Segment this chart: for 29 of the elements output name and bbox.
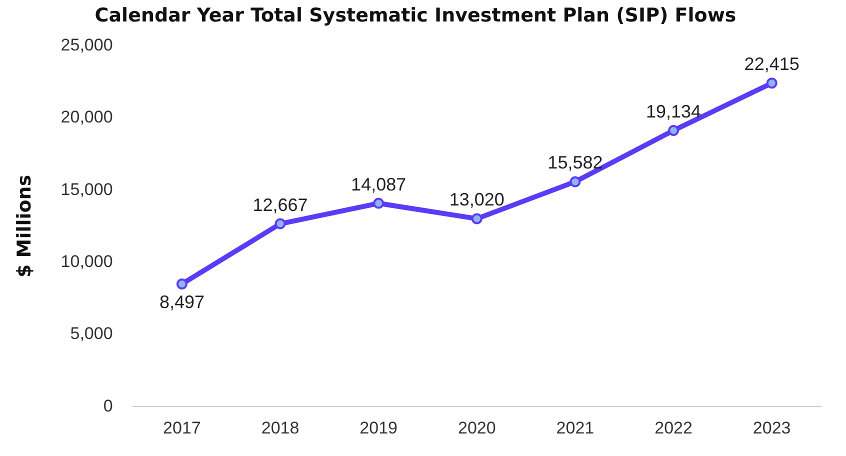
- y-tick-label: 5,000: [70, 324, 113, 344]
- x-tick-label: 2019: [360, 418, 398, 438]
- point: [274, 218, 286, 230]
- data-label: 13,020: [449, 190, 504, 210]
- y-tick-label: 0: [103, 396, 113, 416]
- chart-title: Calendar Year Total Systematic Investment Plan (SIP) Flows: [94, 4, 736, 26]
- y-tick-label: 10,000: [60, 252, 113, 271]
- data-label: 8,497: [159, 292, 204, 312]
- x-tick-label: 2021: [556, 418, 594, 438]
- y-tick-label: 20,000: [60, 108, 113, 127]
- y-tick-label: 25,000: [60, 35, 113, 54]
- x-tick-label: 2020: [458, 418, 496, 438]
- data-label: 15,582: [548, 152, 603, 173]
- x-tick-label: 2023: [752, 418, 791, 438]
- point: [766, 78, 778, 89]
- y-axis-title: $ Millions: [13, 174, 36, 278]
- y-tick-label: 15,000: [60, 180, 113, 199]
- data-label: 19,134: [646, 101, 702, 122]
- point: [570, 176, 581, 188]
- x-tick-label: 2018: [261, 418, 300, 438]
- point: [471, 213, 482, 224]
- point: [668, 124, 680, 136]
- point: [373, 198, 384, 209]
- data-label: 12,667: [252, 194, 308, 215]
- x-tick-label: 2017: [163, 418, 201, 438]
- x-tick-label: 2022: [654, 418, 692, 438]
- data-label: 22,415: [744, 54, 800, 74]
- data-label: 14,087: [351, 174, 406, 194]
- point: [176, 278, 188, 290]
